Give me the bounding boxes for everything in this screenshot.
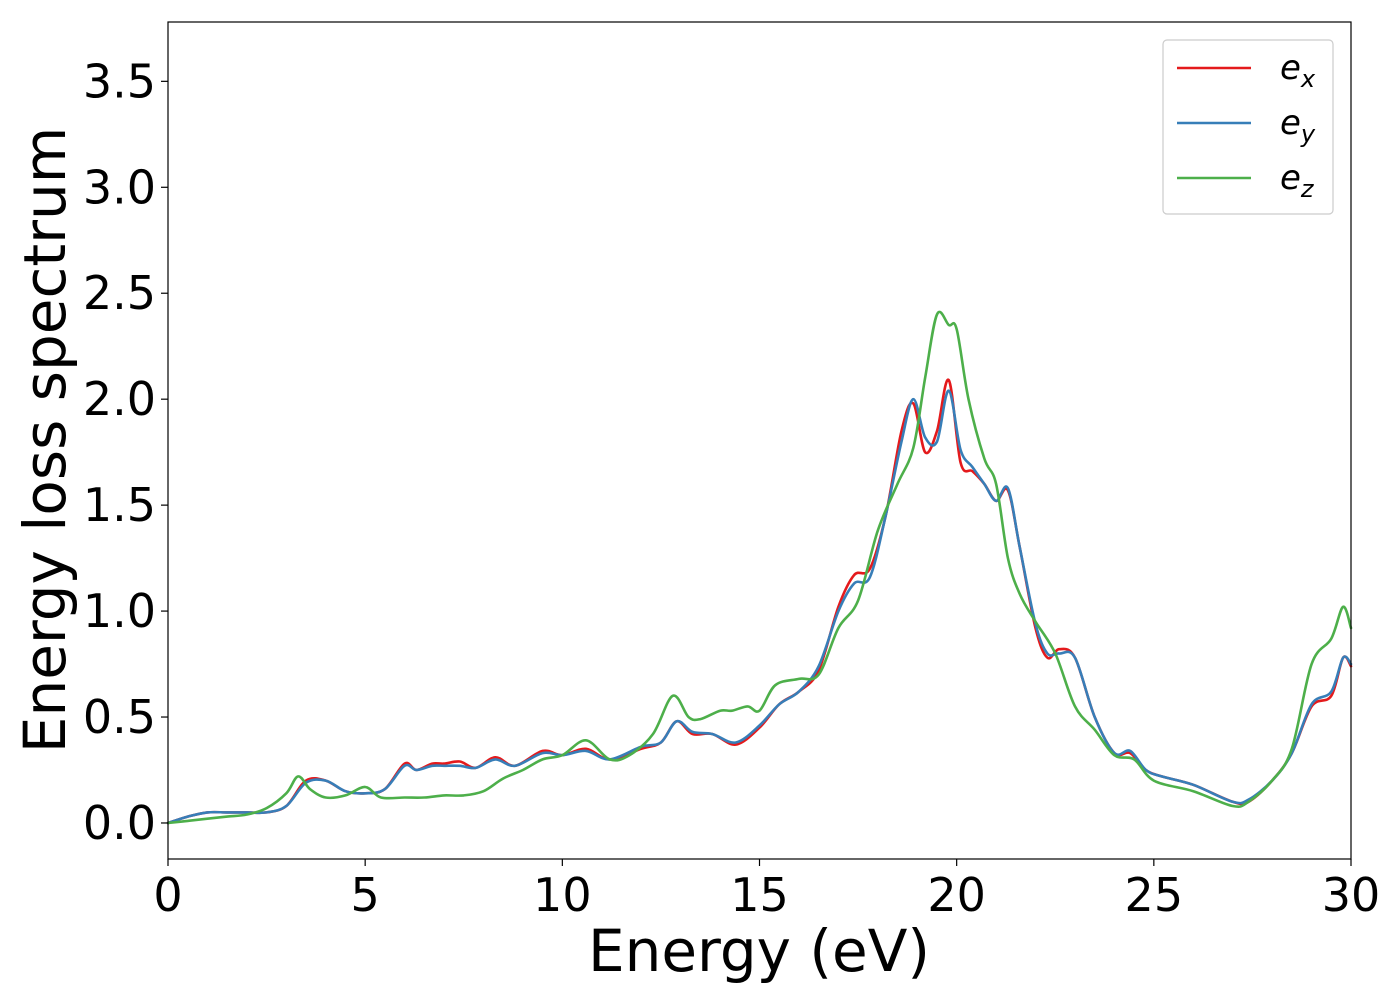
x-tick-label: 0 [153, 868, 182, 922]
y-tick-label: 1.5 [83, 478, 156, 532]
y-tick-label: 3.5 [83, 54, 156, 108]
y-tick-label: 1.0 [83, 584, 156, 638]
plot-background [168, 22, 1351, 859]
x-tick-label: 25 [1125, 868, 1184, 922]
y-tick-label: 0.5 [83, 690, 156, 744]
y-axis: 0.0 0.5 1.0 1.5 2.0 2.5 3.0 3.5 [83, 54, 168, 850]
x-tick-label: 15 [730, 868, 789, 922]
legend-box [1162, 39, 1334, 215]
y-tick-label: 2.5 [83, 266, 156, 320]
legend-label-ey: ey [1280, 103, 1316, 148]
legend-label-ex: ex [1280, 48, 1316, 93]
x-axis: 0 5 10 15 20 25 30 [153, 859, 1380, 922]
series-line-ez [166, 310, 1353, 825]
legend-label-ez: ez [1280, 158, 1315, 203]
x-tick-label: 30 [1322, 868, 1381, 922]
y-tick-label: 0.0 [83, 796, 156, 850]
x-tick-label: 10 [533, 868, 592, 922]
series-line-ey [166, 389, 1353, 825]
legend: ex ey ez [1162, 39, 1334, 215]
y-axis-title: Energy loss spectrum [11, 127, 79, 753]
x-tick-label: 5 [351, 868, 380, 922]
x-axis-title: Energy (eV) [588, 917, 930, 985]
y-tick-label: 2.0 [83, 372, 156, 426]
series-layer [166, 310, 1353, 825]
x-tick-label: 20 [927, 868, 986, 922]
y-tick-label: 3.0 [83, 160, 156, 214]
